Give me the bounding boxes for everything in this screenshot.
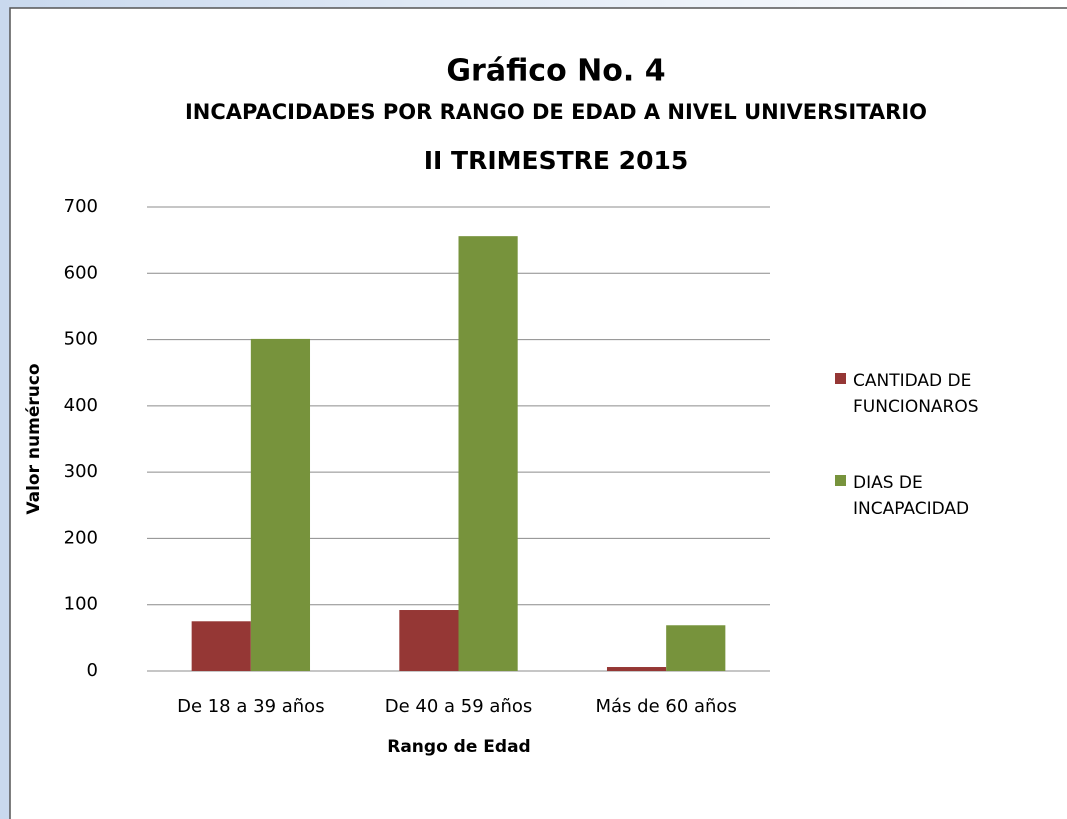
y-tick-label: 100	[64, 594, 98, 615]
x-axis-label: Rango de Edad	[387, 737, 530, 757]
x-tick-label: Más de 60 años	[595, 696, 736, 717]
bar	[666, 625, 726, 671]
y-tick-label: 200	[64, 527, 98, 548]
bar	[399, 610, 459, 671]
y-tick-label: 700	[64, 196, 98, 217]
bar	[250, 338, 311, 671]
bar	[191, 621, 251, 671]
bar	[606, 667, 667, 671]
y-tick-label: 500	[64, 329, 98, 350]
y-tick-label: 0	[87, 660, 98, 681]
chart-title: Gráfico No. 4	[446, 54, 665, 89]
bar	[458, 236, 518, 671]
y-tick-label: 300	[64, 461, 98, 482]
legend-swatch	[835, 475, 846, 486]
chart-subtitle: INCAPACIDADES POR RANGO DE EDAD A NIVEL …	[185, 100, 927, 124]
x-tick-label: De 40 a 59 años	[385, 696, 533, 717]
chart-subtitle: II TRIMESTRE 2015	[424, 146, 689, 175]
legend-label: DIAS DE INCAPACIDAD	[853, 473, 970, 519]
legend-swatch	[835, 373, 846, 384]
x-tick-label: De 18 a 39 años	[177, 696, 325, 717]
y-axis-label: Valor numéruco	[24, 363, 44, 514]
legend-label: CANTIDAD DE FUNCIONAROS	[853, 371, 979, 417]
chart-frame	[9, 7, 1067, 819]
y-tick-label: 400	[64, 395, 98, 416]
y-tick-label: 600	[64, 262, 98, 283]
